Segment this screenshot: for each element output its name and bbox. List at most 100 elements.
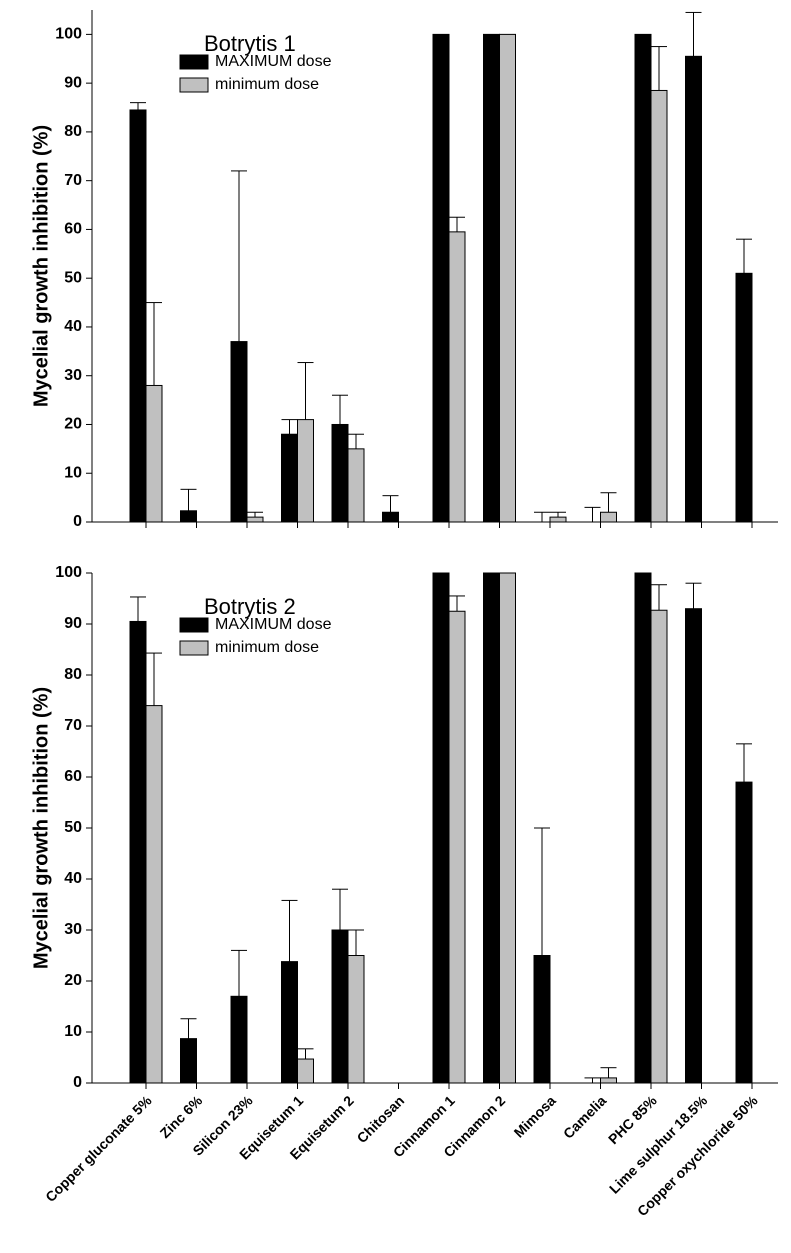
error-bar bbox=[651, 46, 667, 91]
bar bbox=[600, 511, 617, 523]
error-bar bbox=[348, 929, 364, 956]
legend-swatch bbox=[179, 77, 209, 93]
error-bar bbox=[534, 827, 550, 956]
error-bar bbox=[146, 302, 162, 386]
error-bar bbox=[231, 170, 247, 342]
y-tick-label: 20 bbox=[64, 972, 82, 989]
bar bbox=[432, 33, 450, 523]
x-tick-label: Zinc 6% bbox=[157, 1092, 206, 1141]
error-bar bbox=[584, 1077, 601, 1083]
y-tick-label: 0 bbox=[73, 513, 82, 530]
error-bar bbox=[281, 419, 298, 435]
x-tick-label: Chitosan bbox=[354, 1092, 408, 1146]
x-tick-label: Camelia bbox=[560, 1092, 609, 1141]
bar bbox=[382, 511, 399, 523]
error-bar bbox=[736, 743, 752, 783]
y-tick-label: 100 bbox=[55, 564, 82, 581]
bar bbox=[735, 272, 753, 523]
x-tick-label: Lime sulphur 18.5% bbox=[606, 1092, 711, 1197]
x-tick-label: Mimosa bbox=[511, 1092, 559, 1140]
y-axis-label: Mycelial growth inhibition (%) bbox=[30, 687, 52, 969]
bar bbox=[347, 448, 365, 523]
bar bbox=[549, 516, 567, 523]
bar bbox=[499, 572, 516, 1084]
error-bar bbox=[146, 652, 162, 706]
error-bar bbox=[736, 238, 752, 274]
error-bar bbox=[685, 582, 702, 609]
bar bbox=[483, 572, 500, 1084]
legend-swatch bbox=[179, 54, 209, 70]
y-tick-label: 50 bbox=[64, 269, 82, 286]
bar bbox=[230, 995, 248, 1084]
y-tick-label: 60 bbox=[64, 221, 82, 238]
error-bar bbox=[584, 506, 601, 522]
y-tick-label: 20 bbox=[64, 416, 82, 433]
bar bbox=[246, 516, 264, 523]
error-bar bbox=[180, 488, 197, 511]
bar bbox=[180, 1038, 197, 1084]
error-bar bbox=[382, 495, 399, 513]
bar bbox=[448, 610, 466, 1084]
bar bbox=[331, 423, 349, 523]
error-bar bbox=[247, 511, 263, 518]
bar bbox=[634, 33, 652, 523]
bar bbox=[685, 55, 702, 523]
y-tick-label: 90 bbox=[64, 615, 82, 632]
bar bbox=[129, 109, 147, 523]
bar bbox=[145, 384, 163, 523]
y-tick-label: 80 bbox=[64, 666, 82, 683]
error-bar bbox=[600, 1067, 617, 1078]
y-tick-label: 40 bbox=[64, 318, 82, 335]
y-tick-label: 10 bbox=[64, 464, 82, 481]
legend-swatch bbox=[179, 617, 209, 633]
y-tick-label: 0 bbox=[73, 1074, 82, 1091]
bar bbox=[331, 929, 349, 1084]
y-tick-label: 50 bbox=[64, 819, 82, 836]
error-bar bbox=[449, 216, 465, 232]
y-tick-label: 40 bbox=[64, 870, 82, 887]
error-bar bbox=[550, 511, 566, 518]
bar bbox=[483, 33, 500, 523]
error-bar bbox=[297, 1048, 314, 1060]
bar bbox=[634, 572, 652, 1084]
bar bbox=[432, 572, 450, 1084]
error-bar bbox=[685, 11, 702, 57]
y-tick-label: 80 bbox=[64, 123, 82, 140]
error-bar bbox=[130, 596, 146, 622]
bar bbox=[499, 33, 516, 523]
legend-swatch bbox=[179, 640, 209, 656]
error-bar bbox=[600, 492, 617, 513]
y-tick-label: 10 bbox=[64, 1023, 82, 1040]
bar bbox=[533, 955, 551, 1084]
error-bar bbox=[130, 102, 146, 110]
bar bbox=[297, 1058, 314, 1084]
bar bbox=[281, 433, 298, 523]
y-tick-label: 100 bbox=[55, 26, 82, 43]
bar bbox=[180, 510, 197, 523]
error-bar bbox=[231, 949, 247, 997]
bar bbox=[650, 89, 668, 523]
panel-title: Botrytis 2 bbox=[204, 594, 296, 619]
legend-label: minimum dose bbox=[215, 639, 319, 656]
bar bbox=[281, 961, 298, 1084]
error-bar bbox=[281, 899, 298, 962]
bar bbox=[600, 1077, 617, 1084]
error-bar bbox=[297, 362, 314, 420]
bar bbox=[230, 341, 248, 523]
legend-label: MAXIMUM dose bbox=[215, 53, 332, 70]
y-axis-label: Mycelial growth inhibition (%) bbox=[30, 125, 52, 407]
bar bbox=[685, 608, 702, 1084]
y-tick-label: 30 bbox=[64, 921, 82, 938]
bar bbox=[145, 705, 163, 1084]
bar bbox=[650, 609, 668, 1084]
x-tick-label: Copper gluconate 5% bbox=[42, 1092, 155, 1205]
bar bbox=[347, 955, 365, 1084]
error-bar bbox=[534, 511, 550, 522]
error-bar bbox=[651, 584, 667, 611]
error-bar bbox=[180, 1018, 197, 1039]
y-tick-label: 60 bbox=[64, 768, 82, 785]
legend-label: MAXIMUM dose bbox=[215, 616, 332, 633]
y-tick-label: 30 bbox=[64, 367, 82, 384]
bar bbox=[297, 419, 314, 523]
